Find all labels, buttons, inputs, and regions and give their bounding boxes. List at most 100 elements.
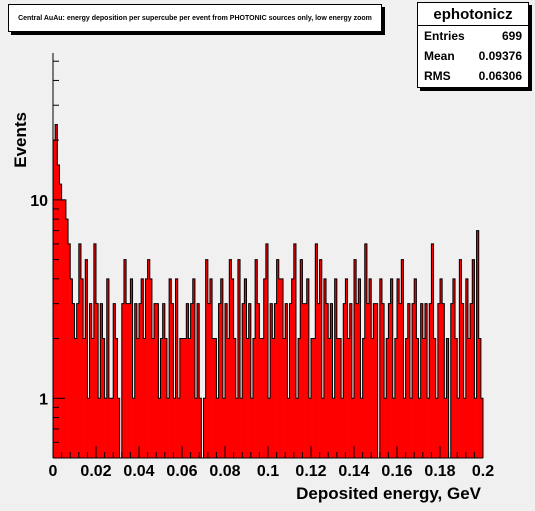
stats-row-mean: Mean 0.09376 — [418, 46, 528, 66]
histogram-bar — [362, 338, 366, 458]
histogram-bar — [132, 398, 136, 458]
stats-value: 0.06306 — [478, 69, 522, 83]
histogram-bar — [343, 303, 346, 458]
y-axis-label: Events — [11, 112, 30, 168]
histogram-bar — [123, 259, 127, 458]
histogram-bar — [139, 303, 142, 458]
histogram-bar — [209, 278, 213, 458]
histogram-bar — [259, 338, 262, 458]
histogram-bar — [293, 243, 297, 458]
histogram-bar — [268, 398, 271, 458]
histogram-bar — [59, 184, 62, 458]
histogram-bar — [220, 278, 224, 458]
histogram-bars — [53, 124, 484, 459]
histogram-bar — [173, 398, 176, 458]
histogram-bar — [450, 303, 454, 458]
histogram-bar — [289, 303, 292, 458]
histogram-bar — [341, 398, 344, 458]
histogram-bar — [68, 243, 71, 458]
histogram-bar — [403, 398, 406, 458]
histogram-bar — [76, 303, 80, 458]
histogram-bar — [429, 303, 432, 458]
histogram-bar — [311, 338, 314, 458]
histogram-bar — [263, 278, 267, 458]
histogram-bar — [78, 243, 82, 458]
histogram-bar — [295, 398, 299, 458]
y-tick-label: 1 — [39, 391, 48, 408]
histogram-bar — [102, 338, 105, 458]
histogram-bar — [420, 303, 424, 458]
histogram-bar — [442, 303, 445, 458]
histogram-bar — [414, 278, 417, 458]
histogram-bar — [169, 278, 172, 458]
tick-labels: 0 0.02 0.04 0.06 0.08 0.1 0.12 0.14 0.16 0.18 0.2 1… — [30, 193, 494, 480]
histogram-bar — [237, 259, 241, 458]
histogram-bar — [65, 219, 69, 458]
x-tick-label: 0.08 — [209, 463, 240, 480]
x-tick-label: 0.06 — [166, 463, 197, 480]
histogram-bar — [70, 278, 73, 458]
histogram-bar — [108, 398, 112, 458]
y-tick-label: 10 — [30, 193, 48, 210]
histogram-bar — [412, 303, 415, 458]
histogram-bar — [175, 278, 179, 458]
x-tick-label: 0.1 — [257, 463, 279, 480]
x-tick-label: 0.2 — [472, 463, 494, 480]
histogram-bar — [96, 303, 99, 458]
histogram-bar — [313, 338, 316, 458]
histogram-bar — [302, 303, 305, 458]
histogram-bar — [147, 259, 151, 458]
histogram-bar — [93, 243, 97, 458]
histogram-bar — [330, 303, 333, 458]
histogram-bar — [130, 278, 133, 458]
histogram-bar — [394, 338, 398, 458]
histogram-bar — [427, 398, 430, 458]
histogram-bar — [203, 398, 206, 458]
histogram-bar — [242, 303, 245, 458]
histogram-bar — [177, 398, 181, 458]
histogram-bar — [354, 259, 357, 458]
histogram-bar — [61, 199, 65, 459]
histogram-bar — [128, 303, 131, 458]
histogram-bar — [444, 398, 447, 458]
histogram-bar — [386, 338, 389, 458]
histogram-bar — [328, 338, 331, 458]
histogram-bar — [158, 398, 161, 458]
histogram-bar — [457, 398, 460, 458]
histogram-bar — [244, 278, 247, 458]
histogram-bar — [231, 278, 234, 458]
stats-label: Entries — [424, 29, 465, 43]
x-tick-label: 0.14 — [338, 463, 369, 480]
histogram-bar — [424, 303, 428, 458]
histogram-bar — [166, 398, 170, 458]
histogram-bar — [55, 124, 58, 458]
histogram-bar — [274, 303, 277, 458]
histogram-bar — [356, 303, 359, 458]
histogram-bar — [145, 278, 148, 458]
stats-row-entries: Entries 699 — [418, 26, 528, 46]
histogram-bar — [53, 140, 56, 459]
histogram-bar — [184, 338, 187, 458]
histogram-bar — [472, 259, 475, 458]
histogram-bar — [218, 303, 222, 458]
histogram-bar — [326, 303, 329, 458]
histogram-bar — [154, 303, 157, 458]
histogram-bar — [240, 398, 243, 458]
histogram-bar — [207, 303, 211, 458]
histogram-bar — [407, 303, 411, 458]
histogram-bar — [72, 303, 75, 458]
histogram-bar — [235, 398, 239, 458]
histogram-bar — [98, 398, 101, 458]
histogram-bar — [85, 259, 88, 458]
histogram-bar — [315, 243, 318, 458]
histogram-bar — [205, 259, 209, 458]
histogram-bar — [285, 303, 288, 458]
histogram-bar — [351, 398, 355, 458]
histogram-bar — [405, 338, 409, 458]
histogram-bar — [446, 338, 449, 458]
histogram-bar — [100, 303, 103, 458]
histogram-bar — [113, 303, 116, 458]
histogram-bar — [136, 338, 140, 458]
histogram-bar — [283, 338, 286, 458]
